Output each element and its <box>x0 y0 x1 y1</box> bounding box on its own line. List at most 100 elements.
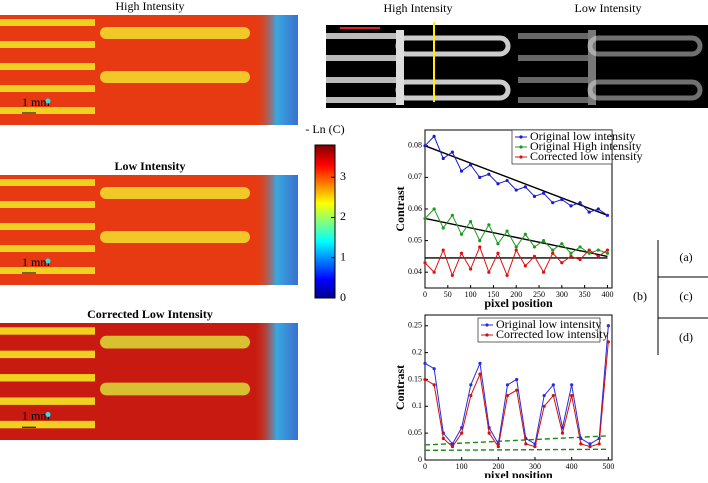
gray-spine <box>396 30 404 105</box>
point <box>560 242 564 246</box>
finger <box>0 327 95 335</box>
legend-marker <box>485 323 489 327</box>
finger <box>100 382 250 396</box>
point <box>478 175 482 179</box>
x-tick-label: 300 <box>529 462 541 471</box>
gray-finger <box>518 77 588 83</box>
point <box>597 442 601 446</box>
point <box>587 210 591 214</box>
x-tick-label: 100 <box>456 462 468 471</box>
x-axis-label: pixel position <box>484 468 553 478</box>
point <box>587 251 591 255</box>
x-tick-label: 0 <box>423 462 427 471</box>
point <box>423 144 427 148</box>
point <box>605 251 610 255</box>
finger <box>0 420 95 429</box>
point <box>496 242 500 246</box>
point <box>450 213 454 217</box>
legend <box>511 129 613 165</box>
point <box>469 220 473 224</box>
point <box>570 393 574 398</box>
y-tick-label: 0.04 <box>408 267 422 276</box>
point <box>541 270 546 274</box>
point <box>541 239 546 243</box>
point <box>450 273 454 277</box>
point <box>432 270 436 274</box>
point <box>459 232 464 236</box>
gray-finger <box>326 33 396 39</box>
point <box>523 264 527 268</box>
point <box>515 377 519 382</box>
point <box>523 232 527 236</box>
x-tick-label: 200 <box>492 462 504 471</box>
point <box>532 194 537 198</box>
point <box>587 248 591 252</box>
scale-label: 1 mm <box>22 95 50 109</box>
y-tick-label: 0.05 <box>408 235 422 244</box>
point <box>441 156 445 161</box>
point <box>487 431 491 435</box>
y-tick-label: 0.1 <box>412 401 422 410</box>
point <box>505 229 509 233</box>
legend-label: Original low intensity <box>496 317 601 331</box>
scale-label: 1 mm <box>22 408 50 422</box>
point <box>551 393 555 398</box>
point <box>551 383 555 387</box>
x-tick-label: 150 <box>487 290 499 299</box>
point <box>569 254 573 258</box>
heatmap-edge <box>255 175 298 285</box>
point <box>496 251 500 255</box>
colorbar-tick-label: 0 <box>340 290 346 304</box>
point <box>478 245 482 249</box>
heatmap-edge <box>255 323 298 440</box>
point <box>514 188 518 192</box>
panel-title: Corrected Low Intensity <box>87 307 213 321</box>
heatmap-edge <box>255 15 298 125</box>
point <box>459 251 464 255</box>
marker-dot <box>45 98 51 104</box>
point <box>605 248 610 252</box>
x-tick-label: 400 <box>566 462 578 471</box>
fit-line <box>424 435 609 446</box>
finger <box>100 187 250 199</box>
point <box>441 226 445 230</box>
finger <box>0 397 95 405</box>
finger <box>0 179 95 186</box>
point <box>469 393 473 398</box>
point <box>505 383 510 387</box>
point <box>423 261 427 265</box>
gray-finger <box>518 97 588 103</box>
legend-label: Original High intensity <box>530 139 641 153</box>
finger <box>100 231 250 243</box>
image-title: Low Intensity <box>575 1 642 15</box>
key-label: (c) <box>679 289 692 303</box>
point <box>605 213 610 217</box>
point <box>532 254 537 258</box>
point <box>560 431 565 435</box>
point <box>469 163 473 167</box>
point <box>460 431 464 435</box>
point <box>423 361 427 365</box>
gray-finger <box>326 55 396 61</box>
point <box>514 245 518 249</box>
point <box>606 324 610 328</box>
x-tick-label: 200 <box>510 290 522 299</box>
point <box>487 270 491 274</box>
point <box>432 207 436 211</box>
finger <box>0 350 95 359</box>
point <box>514 248 518 252</box>
scale-label: 1 mm <box>22 255 50 269</box>
point <box>505 178 509 183</box>
finger <box>0 63 95 70</box>
fit-line <box>424 217 608 258</box>
point <box>423 377 427 382</box>
point <box>524 442 528 446</box>
y-tick-label: 0.06 <box>408 204 422 213</box>
finger <box>0 85 95 92</box>
gray-finger <box>326 77 396 83</box>
key-label: (d) <box>679 330 693 344</box>
point <box>469 267 473 271</box>
y-tick-label: 0.08 <box>408 141 422 150</box>
x-axis-label: pixel position <box>484 296 553 310</box>
